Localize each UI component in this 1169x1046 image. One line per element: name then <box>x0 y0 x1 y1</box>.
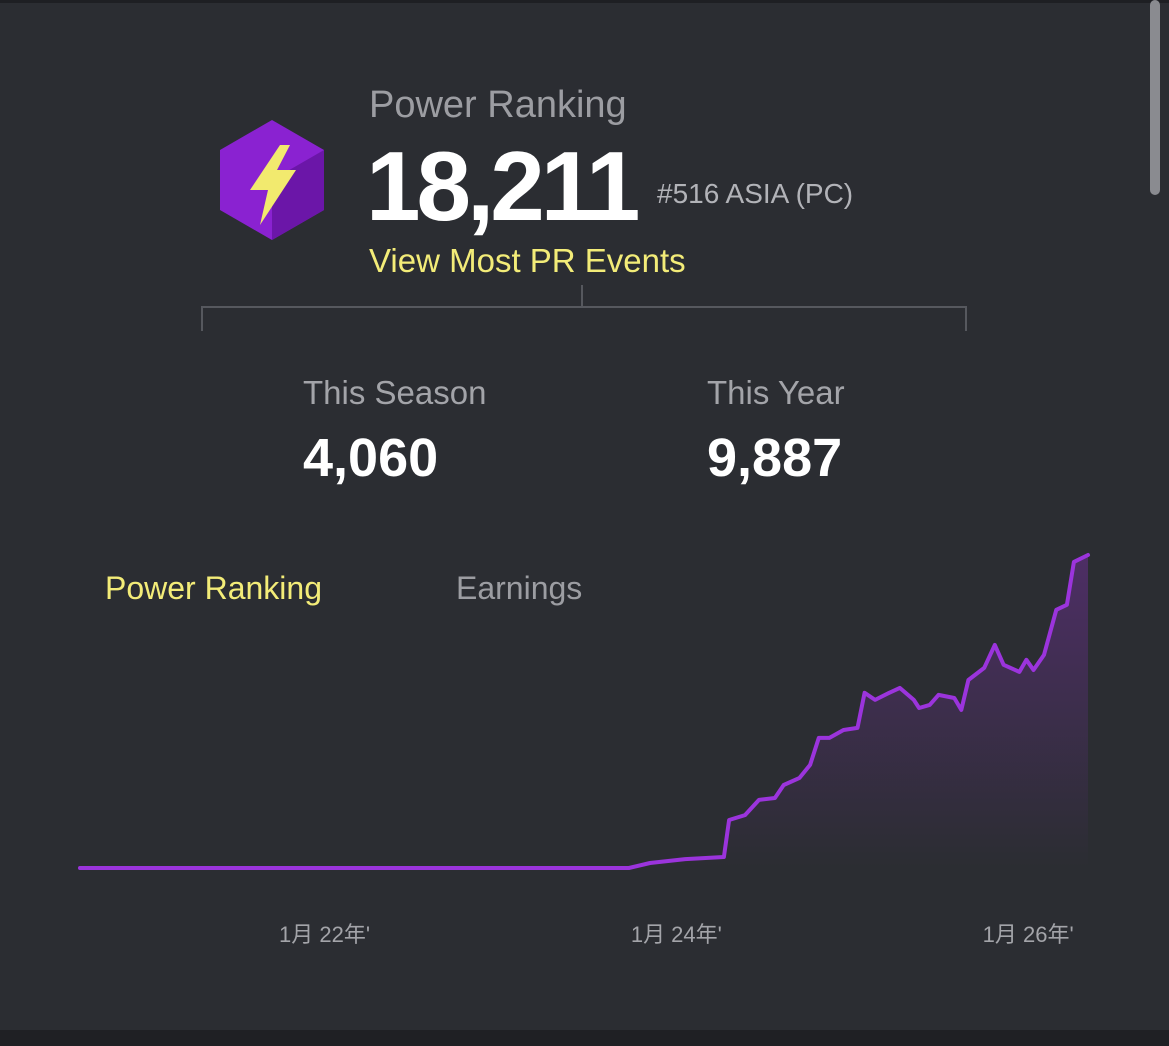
pr-icon <box>220 120 324 240</box>
x-tick-label: 1月 24年' <box>631 922 722 947</box>
tab-active[interactable]: Power Ranking <box>105 570 322 606</box>
stat-value: 4,060 <box>303 428 438 488</box>
x-tick-label: 1月 26年' <box>983 922 1074 947</box>
score: 18,211 <box>366 131 638 241</box>
stat-label: This Season <box>303 374 486 411</box>
events-link[interactable]: View Most PR Events <box>369 242 686 279</box>
area <box>80 555 1088 868</box>
chart: 1月 22年' 1月 24年' 1月 26年' <box>78 553 1090 947</box>
region-rank: #516 ASIA (PC) <box>657 178 853 209</box>
title: Power Ranking <box>369 84 627 126</box>
x-tick-label: 1月 22年' <box>279 922 370 947</box>
scrollbar-thumb[interactable] <box>1150 0 1160 195</box>
line <box>78 553 1090 870</box>
stat-label: This Year <box>707 374 845 411</box>
stat-value: 9,887 <box>707 428 842 488</box>
bracket <box>201 285 967 331</box>
bottom-band <box>0 1030 1169 1046</box>
tab[interactable]: Earnings <box>456 570 582 606</box>
top-border <box>0 0 1169 3</box>
